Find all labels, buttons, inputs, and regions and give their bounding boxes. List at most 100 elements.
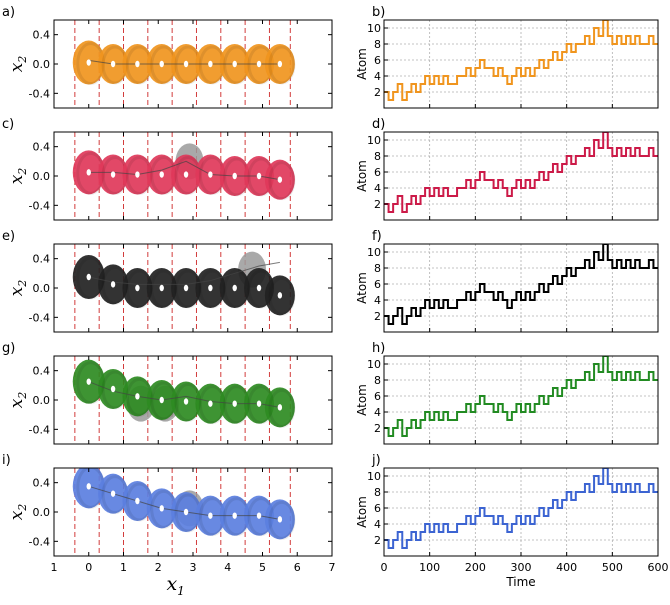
center-dot [86,483,91,490]
y-axis-label: x2 [7,56,29,73]
center-dot [135,171,140,178]
y-axis-label: Atom [355,496,369,528]
y-tick-label: 4 [374,182,381,195]
center-dot [277,176,283,183]
y-tick-label: 2 [374,422,381,435]
blob-ring [268,276,296,316]
center-dot [86,378,91,385]
center-dot [86,273,91,281]
y-tick-label: 4 [374,406,381,419]
center-dot [277,404,283,411]
left-panel: 0.4 0.0 -0.4 c) x2 [2,117,333,221]
center-dot [110,385,116,393]
center-dot [110,60,116,68]
x-tick-label: 200 [465,561,486,574]
y-tick-label: 0.0 [33,170,51,183]
panel-label: e) [2,229,15,244]
y-axis-label: x2 [7,504,29,521]
center-dot [86,169,91,176]
center-dot [232,284,237,292]
center-dot [277,516,283,523]
plot-area [72,468,296,556]
x-tick-label: 500 [602,561,623,574]
x-tick-label: 0 [381,561,388,574]
y-tick-label: 6 [374,54,381,67]
center-dot [256,400,262,407]
atom-step-line [384,244,658,325]
center-dot [208,512,213,519]
center-dot [232,512,237,519]
y-axis-label: Atom [355,272,369,304]
y-tick-label: 6 [374,278,381,291]
y-tick-label: 0.4 [33,253,51,266]
center-dot [135,497,140,505]
x-tick-label: 7 [329,561,336,574]
y-tick-label: 6 [374,502,381,515]
y-axis-label: x2 [7,168,29,185]
center-dot [183,284,189,292]
x-axis-label: x1 [166,573,184,598]
center-dot [135,393,140,400]
center-dot [110,281,116,288]
right-panel: 2 4 6 8 10 d) Atom [355,117,659,221]
y-tick-label: -0.4 [29,311,50,324]
trajectory-line [88,381,280,408]
center-dot [232,172,237,180]
plot-area [72,356,296,444]
atom-step-line [384,132,658,213]
blob-ring [268,161,296,201]
center-dot [135,284,140,292]
x-tick-label: 300 [511,561,532,574]
panel-label: i) [2,453,11,468]
center-dot [183,398,189,405]
center-dot [159,171,164,178]
panel-label: h) [372,341,385,356]
y-tick-label: 2 [374,310,381,323]
x-tick-label: 1 [51,561,58,574]
blob-ring [268,388,296,428]
x-tick-label: 600 [648,561,669,574]
left-panel: 0.4 0.0 -0.4 a) x2 [2,5,333,109]
y-tick-label: 8 [374,38,381,51]
y-tick-label: 0.0 [33,394,51,407]
center-dot [256,60,262,68]
center-dot [159,60,164,68]
center-dot [110,171,116,178]
blob-ring [268,500,296,540]
x-axis-label: Time [505,575,535,589]
y-tick-label: 2 [374,534,381,547]
y-tick-label: 10 [367,470,381,483]
y-tick-label: 4 [374,518,381,531]
y-axis-label: Atom [355,48,369,80]
center-dot [256,172,262,180]
y-tick-label: 10 [367,246,381,259]
blob-ring [268,45,296,85]
y-tick-label: 4 [374,294,381,307]
center-dot [183,60,189,68]
y-axis-label: Atom [355,160,369,192]
y-tick-label: -0.4 [29,199,50,212]
trajectory-line [88,160,280,181]
center-dot [232,60,237,68]
center-dot [256,512,262,519]
panel-label: j) [371,453,381,468]
y-tick-label: 0.0 [33,58,51,71]
panel-label: b) [372,5,385,20]
y-tick-label: 2 [374,86,381,99]
center-dot [86,59,91,66]
atom-step-line [384,468,658,549]
center-dot [135,60,140,68]
y-tick-label: 0.4 [33,477,51,490]
y-tick-label: 6 [374,390,381,403]
y-tick-label: 8 [374,150,381,163]
x-tick-label: 5 [259,561,266,574]
right-panel: 2 4 6 8 10 h) Atom [355,341,659,445]
center-dot [256,284,262,292]
y-tick-label: 0.0 [33,282,51,295]
y-tick-label: -0.4 [29,87,50,100]
left-panel: 0.4 0.0 -0.4 g) x2 [2,341,333,445]
plot-area [72,244,296,332]
plot-area [72,132,296,220]
center-dot [208,284,213,292]
